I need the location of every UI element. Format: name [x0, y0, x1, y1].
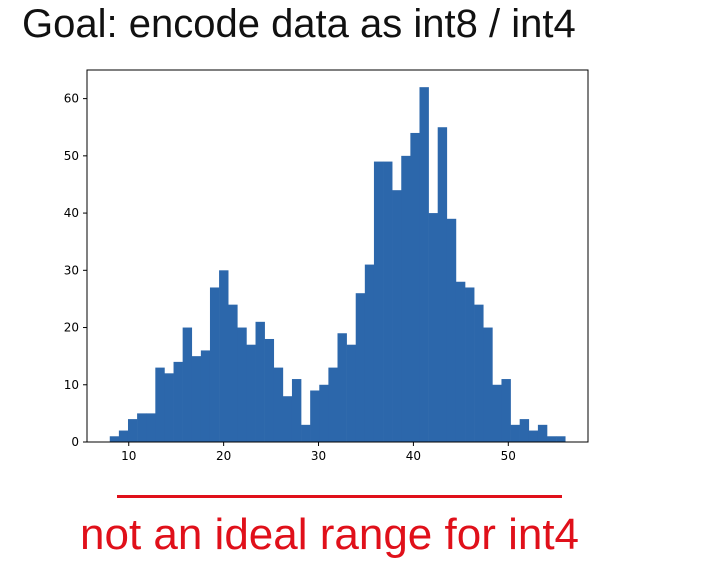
y-tick-label: 20 [64, 321, 79, 335]
histogram-bar [383, 161, 393, 442]
histogram-bar [537, 424, 548, 442]
x-tick-label: 50 [501, 449, 516, 463]
histogram-bar [465, 287, 475, 442]
histogram-bar [109, 436, 120, 442]
histogram-bar [346, 344, 357, 442]
y-tick-label: 60 [64, 92, 79, 106]
histogram-bar [191, 356, 202, 442]
histogram-bar [237, 327, 247, 442]
histogram-bar [146, 413, 156, 442]
histogram-bar [273, 367, 284, 442]
histogram-bar [528, 430, 539, 442]
histogram-bar [264, 338, 275, 442]
x-tick-label: 20 [216, 449, 231, 463]
y-tick-label: 40 [64, 206, 79, 220]
x-tick-label: 30 [311, 449, 326, 463]
histogram-bar [483, 327, 493, 442]
histogram-bar [246, 344, 256, 442]
histogram-bar [228, 304, 238, 442]
histogram-bar [419, 87, 429, 443]
histogram-bar [209, 287, 220, 442]
histogram-bar [519, 419, 530, 442]
plot-frame [86, 69, 589, 443]
histogram-bar [501, 379, 511, 442]
y-axis: 0 10 20 30 40 50 60 [64, 92, 87, 449]
histogram-bar [164, 373, 174, 442]
histogram-bar [173, 361, 183, 442]
histogram-bar [492, 384, 502, 442]
histogram-bar [200, 350, 211, 442]
histogram-bar [510, 424, 520, 442]
histogram-bar [255, 321, 265, 442]
histogram-bar [137, 413, 147, 442]
y-tick-label: 50 [64, 149, 79, 163]
x-tick-label: 40 [406, 449, 421, 463]
histogram-bar [437, 127, 448, 442]
histogram-bar [401, 155, 411, 442]
histogram-bar [455, 281, 466, 442]
divider-line [117, 495, 562, 498]
histogram-bar [319, 384, 329, 442]
y-tick-label: 30 [64, 263, 79, 277]
x-axis: 10 20 30 40 50 [121, 442, 516, 463]
histogram-bar [301, 424, 311, 442]
caption-text: not an ideal range for int4 [80, 510, 580, 559]
y-tick-label: 10 [64, 378, 79, 392]
histogram-bar [364, 264, 375, 442]
histogram-bar [337, 333, 347, 442]
histogram-bar [474, 304, 484, 442]
histogram-bar [282, 396, 293, 442]
histogram-bar [118, 430, 129, 442]
histogram-bars [109, 87, 566, 443]
histogram-bar [556, 436, 566, 442]
histogram-bar [328, 367, 338, 442]
histogram-bar [392, 190, 402, 442]
histogram-bar [410, 132, 420, 442]
histogram-bar [219, 270, 229, 442]
histogram-bar [547, 436, 557, 442]
histogram-chart: 10 20 30 40 50 0 10 20 30 40 50 60 [64, 69, 589, 463]
histogram-bar [355, 293, 366, 442]
histogram-bar [373, 161, 384, 442]
histogram-bar [310, 390, 320, 442]
histogram-bar [428, 213, 438, 442]
histogram-bar [182, 327, 193, 442]
histogram-bar [155, 367, 165, 442]
histogram-bar [291, 379, 302, 442]
histogram-bar [127, 419, 138, 442]
x-tick-label: 10 [121, 449, 136, 463]
y-tick-label: 0 [71, 435, 79, 449]
slide-title: Goal: encode data as int8 / int4 [22, 2, 576, 46]
histogram-bar [446, 218, 457, 442]
